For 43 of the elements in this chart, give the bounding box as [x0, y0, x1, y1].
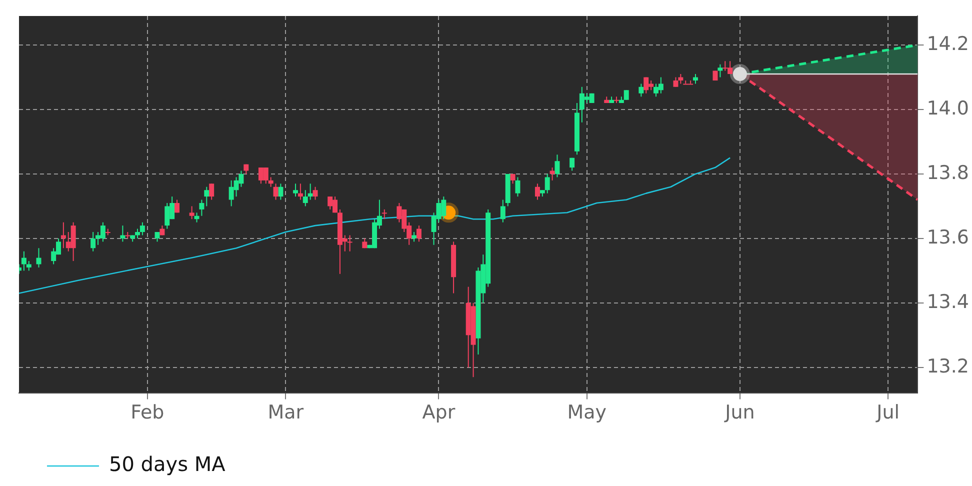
y-tick-label: 13.6 [926, 226, 970, 248]
candlestick [199, 199, 204, 216]
candlestick [678, 74, 684, 84]
candlestick [638, 83, 644, 98]
y-tick-label: 13.2 [926, 355, 970, 378]
x-tick-label: May [567, 402, 606, 424]
candlestick [515, 176, 520, 198]
candlestick [692, 74, 698, 84]
candlestick [544, 173, 550, 194]
candlestick [135, 228, 140, 239]
candlestick [718, 64, 723, 78]
x-tick-label: Jul [876, 402, 900, 424]
candlestick [26, 260, 32, 272]
x-tick-label: Jun [724, 402, 755, 424]
candlestick [21, 250, 26, 272]
candlestick [154, 232, 160, 242]
candlestick [500, 199, 506, 223]
x-tick-label: Apr [422, 402, 456, 424]
y-tick-label: 13.8 [926, 162, 970, 184]
candlestick [209, 183, 214, 200]
candlestick [189, 206, 194, 220]
candlestick [534, 183, 540, 200]
x-tick-label: Feb [130, 402, 164, 424]
candlestick [550, 167, 555, 181]
candlestick [60, 222, 66, 249]
candlestick [268, 176, 274, 188]
candlestick [120, 225, 126, 242]
candlestick [570, 157, 575, 172]
candlestick [140, 222, 145, 236]
candlestick [624, 90, 629, 100]
y-tick-label: 14.0 [926, 97, 970, 120]
candlestick [204, 186, 210, 207]
candlestick [36, 248, 42, 268]
legend-label: 50 days MA [109, 452, 226, 476]
candlestick [673, 76, 678, 88]
candlestick [90, 232, 96, 252]
x-tick-label: Mar [268, 402, 304, 424]
y-tick-label: 13.4 [926, 290, 970, 313]
y-tick-label: 14.2 [926, 32, 970, 55]
candlestick [554, 154, 560, 178]
candlestick [194, 212, 200, 223]
candlestick [273, 183, 278, 200]
candlestick [174, 199, 180, 214]
